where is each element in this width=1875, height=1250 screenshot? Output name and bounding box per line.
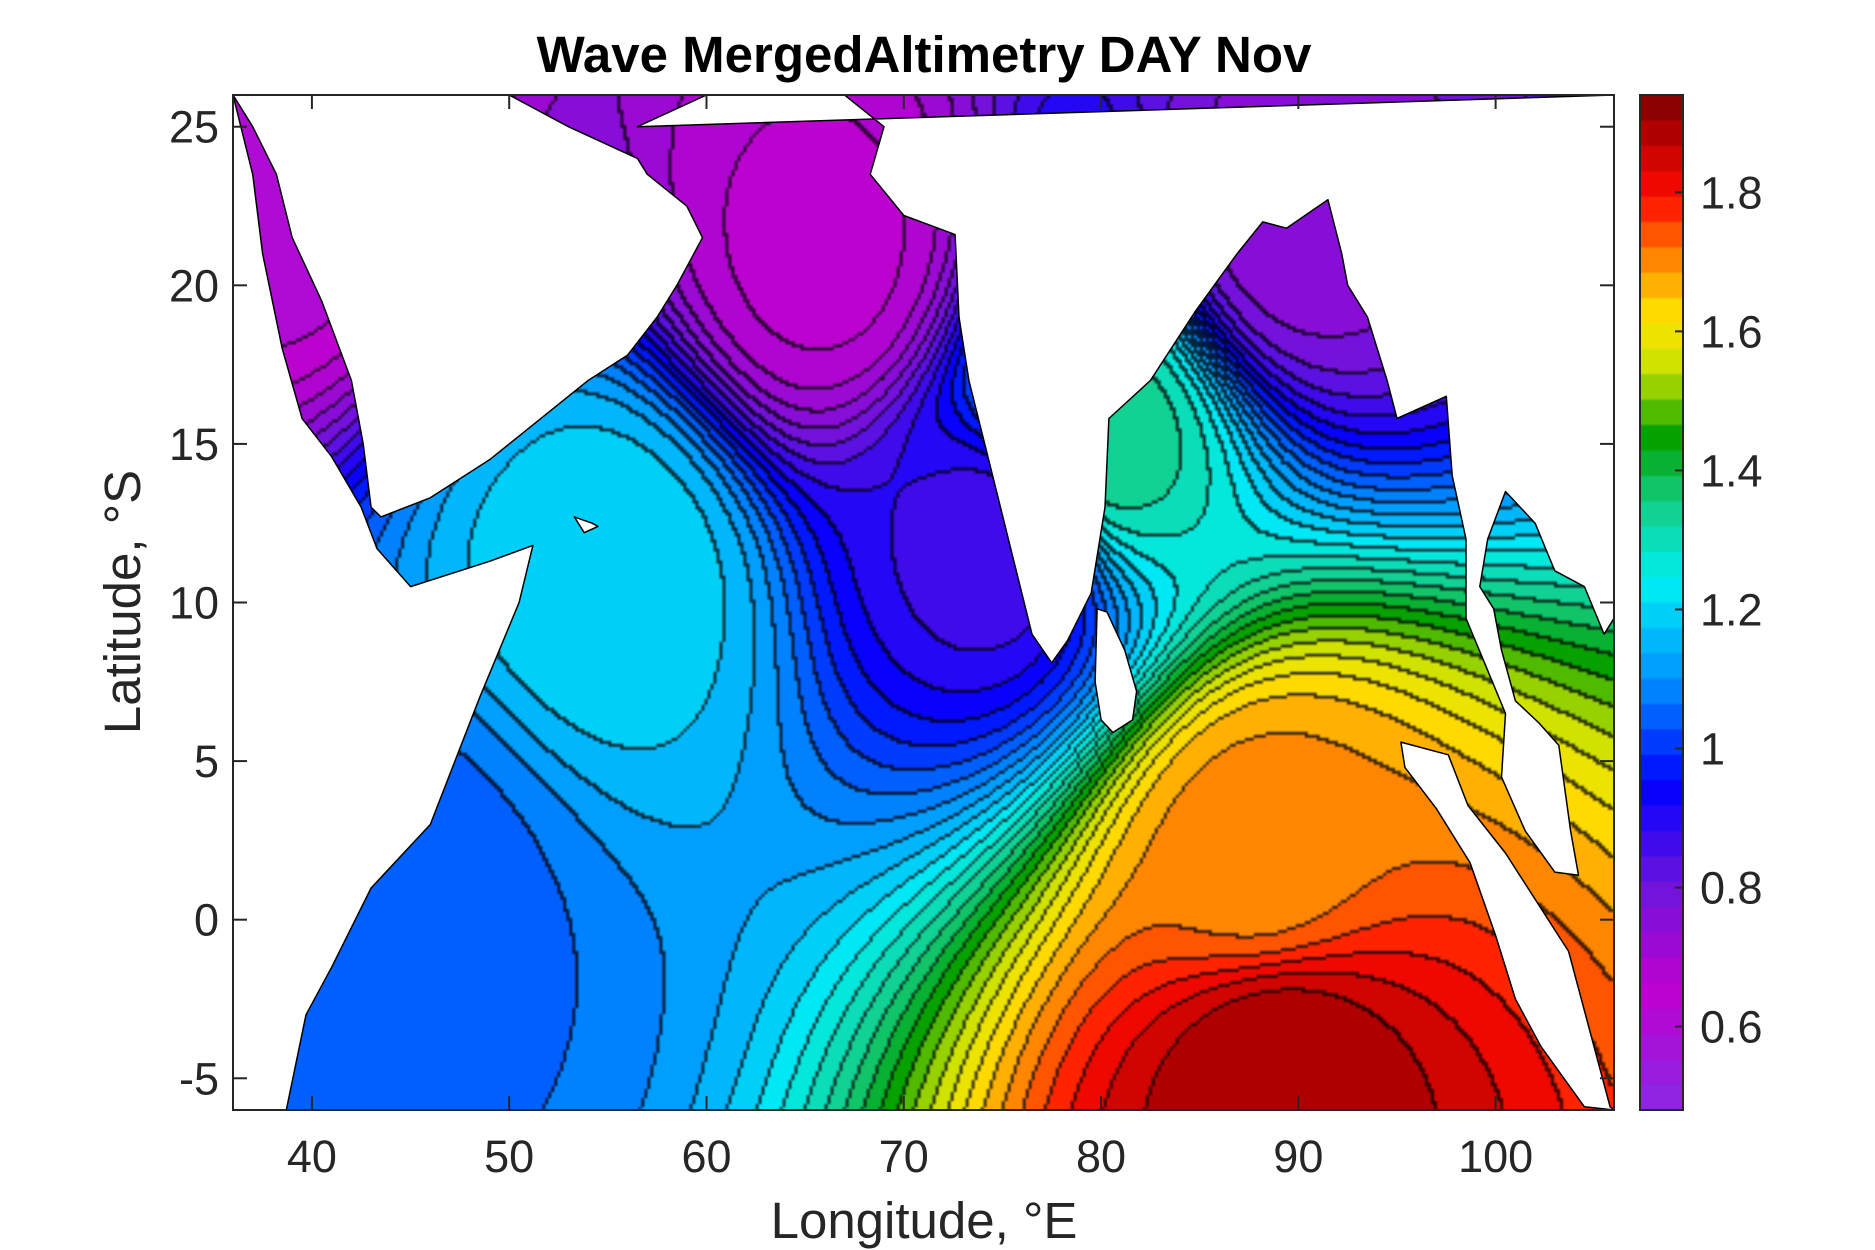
colorbar-gradient	[1640, 95, 1683, 1110]
colorbar-tick-label: 1.6	[1700, 306, 1763, 357]
land-sri-lanka	[1094, 608, 1138, 734]
x-tick-label: 60	[681, 1131, 731, 1182]
y-tick-label: 15	[169, 419, 219, 470]
land-horn-of-africa	[233, 95, 534, 1110]
colorbar-tick-label: 1	[1700, 723, 1725, 774]
y-tick-label: 10	[169, 578, 219, 629]
colorbar-ticks: 0.6 0.8 1 1.2 1.4 1.6 1.8	[1675, 167, 1763, 1053]
x-tick-label: 40	[287, 1131, 337, 1182]
colorbar: 0.6 0.8 1 1.2 1.4 1.6 1.8	[1639, 94, 1763, 1111]
x-tick-label: 100	[1458, 1131, 1533, 1182]
y-axis-label: Latitude, °S	[94, 470, 151, 734]
x-tick-label: 70	[879, 1131, 929, 1182]
map-plot-area	[232, 94, 1615, 1111]
colorbar-tick-label: 0.6	[1700, 1002, 1763, 1053]
y-tick-label: 25	[169, 102, 219, 153]
colorbar-tick-label: 1.4	[1700, 445, 1763, 496]
colorbar-tick-label: 1.2	[1700, 584, 1763, 635]
land-sumatra	[1400, 741, 1614, 1110]
land-mask	[233, 95, 1614, 1110]
y-tick-label: 5	[194, 736, 219, 787]
y-tick-label: 20	[169, 260, 219, 311]
colorbar-tick-label: 0.8	[1700, 863, 1763, 914]
x-tick-label: 50	[484, 1131, 534, 1182]
x-axis: 40 50 60 70 80 90 100	[287, 95, 1533, 1182]
colorbar-tick-label: 1.8	[1700, 167, 1763, 218]
colorbar-frame	[1639, 94, 1684, 1111]
y-tick-label: 0	[194, 895, 219, 946]
land-arabia	[233, 95, 704, 518]
land-india	[636, 95, 1614, 877]
x-tick-label: 80	[1076, 1131, 1126, 1182]
y-axis: -5 0 5 10 15 20 25	[169, 102, 1614, 1104]
figure-title: Wave MergedAltimetry DAY Nov	[537, 26, 1312, 83]
x-tick-label: 90	[1273, 1131, 1323, 1182]
land-socotra	[573, 516, 599, 534]
x-axis-label: Longitude, °E	[771, 1192, 1078, 1249]
y-tick-label: -5	[179, 1053, 219, 1104]
